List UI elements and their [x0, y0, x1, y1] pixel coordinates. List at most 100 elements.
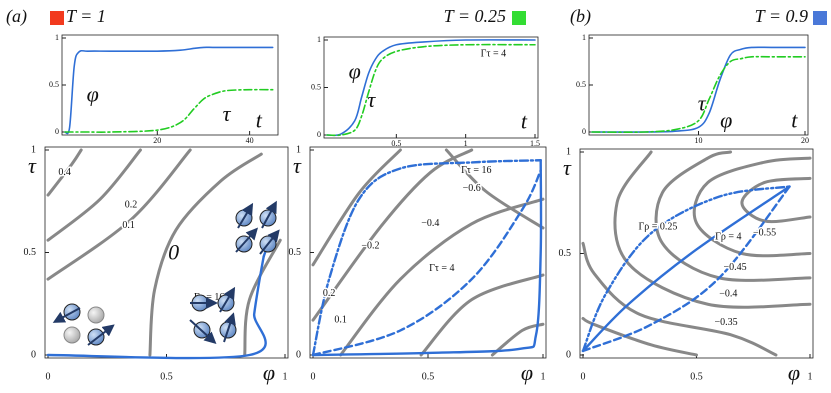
data-line	[326, 39, 536, 137]
annotation: 0.2	[323, 288, 336, 299]
x-tick-label: 1	[283, 371, 288, 382]
annotation: 0.1	[122, 220, 135, 231]
trajectory	[311, 159, 542, 357]
y-tick-label: 1	[317, 35, 321, 44]
contour-line	[46, 148, 142, 242]
x-tick-label: 0.5	[391, 139, 401, 148]
y-tick-label: 0.5	[576, 80, 586, 89]
contour-line	[740, 176, 812, 224]
y-axis-label: τ	[293, 153, 302, 178]
contour-line	[243, 238, 282, 357]
y-tick-label: 0.5	[24, 247, 37, 258]
y-axis-label: τ	[28, 153, 37, 178]
panel: 0.5 1 1.5 0 0.5 1 T = 0.25 φτ t Γτ = 4	[311, 6, 540, 148]
data-line	[591, 46, 806, 133]
annotation: −0.2	[361, 241, 379, 252]
contour-line	[46, 148, 83, 197]
contour-line	[444, 148, 545, 230]
trajectory	[581, 185, 791, 353]
panel-title: T = 0.25	[444, 6, 506, 26]
y-tick-label: 1	[55, 33, 59, 42]
y-tick-label: 0	[582, 127, 586, 136]
annotation: 0.2	[125, 200, 138, 211]
annotation: t	[521, 109, 528, 134]
trajectory	[46, 255, 267, 360]
panel-label: (a)	[6, 6, 27, 27]
x-axis-label: φ	[263, 360, 275, 385]
title-marker	[813, 11, 827, 25]
data-line	[326, 43, 536, 137]
annotation: φ	[349, 58, 361, 83]
spin-icons	[52, 200, 280, 346]
annotation: −0.35	[714, 317, 737, 328]
x-axis-label: φ	[788, 360, 800, 385]
annotation: 0	[168, 240, 179, 265]
annotation: τ	[223, 101, 232, 126]
contour-line	[654, 150, 812, 282]
trajectory	[581, 185, 791, 353]
x-tick-label: 1.5	[530, 139, 540, 148]
y-tick-label: 0.5	[289, 247, 302, 258]
panel-title: T = 0.9	[755, 6, 808, 26]
panel-label: (b)	[570, 6, 591, 27]
annotation: 0.1	[334, 314, 347, 325]
y-tick-label: 1	[566, 146, 571, 157]
contour-line	[613, 150, 812, 309]
y-tick-label: 0	[55, 127, 59, 136]
annotation: −0.4	[421, 218, 439, 229]
x-tick-label: 20	[801, 136, 809, 145]
x-tick-label: 40	[246, 136, 254, 145]
trajectory	[311, 159, 543, 357]
annotation: Γρ = 4	[715, 232, 741, 243]
contour-line	[490, 322, 545, 357]
annotation: τ	[367, 87, 376, 112]
data-line	[64, 46, 274, 135]
annotation: Γτ = 4	[481, 49, 506, 60]
contour-line	[581, 316, 698, 357]
contour-line	[46, 148, 192, 281]
annotation: φ	[720, 108, 732, 133]
contour-line	[339, 197, 545, 357]
x-tick-label: 10	[695, 136, 703, 145]
contour-line	[311, 148, 402, 267]
annotation: τ	[698, 91, 707, 116]
x-tick-label: 0.5	[160, 371, 173, 382]
contour-line	[419, 273, 545, 357]
x-tick-label: 0	[311, 371, 316, 382]
y-tick-label: 0	[296, 349, 301, 360]
y-tick-label: 0.5	[49, 80, 59, 89]
y-tick-label: 0	[317, 130, 321, 139]
panel: 20 40 0 0.5 1 (a) T = 1 φ τ t	[6, 6, 279, 145]
y-axis-label: τ	[563, 155, 572, 180]
y-tick-label: 1	[296, 144, 301, 155]
annotation: 0.4	[58, 167, 71, 178]
annotation: Γτ = 4	[429, 263, 454, 274]
x-tick-label: 0	[581, 371, 586, 382]
contour-line	[148, 152, 263, 357]
annotation: −0.45	[724, 262, 747, 273]
contour-line	[311, 148, 474, 322]
data-line	[591, 55, 806, 134]
annotation: −0.4	[719, 288, 737, 299]
annotation: Γτ = 16	[461, 165, 491, 176]
contour-line	[581, 241, 778, 357]
annotation: Γρ = 0.25	[638, 221, 677, 232]
x-tick-label: 1	[808, 371, 813, 382]
x-tick-label: 0.5	[422, 371, 435, 382]
trajectory	[581, 185, 791, 353]
annotation: φ	[87, 81, 99, 106]
annotation: −0.6	[463, 183, 481, 194]
x-tick-label: 1	[541, 371, 546, 382]
panel: 10 20 0 0.5 1 (b) T = 0.9 τφ t	[570, 6, 827, 145]
x-tick-label: 0	[46, 371, 51, 382]
data-line	[64, 88, 274, 133]
title-marker	[512, 11, 526, 25]
trajectory	[311, 169, 542, 357]
y-tick-label: 1	[31, 144, 36, 155]
y-tick-label: 1	[582, 33, 586, 42]
y-tick-label: 0	[31, 349, 36, 360]
